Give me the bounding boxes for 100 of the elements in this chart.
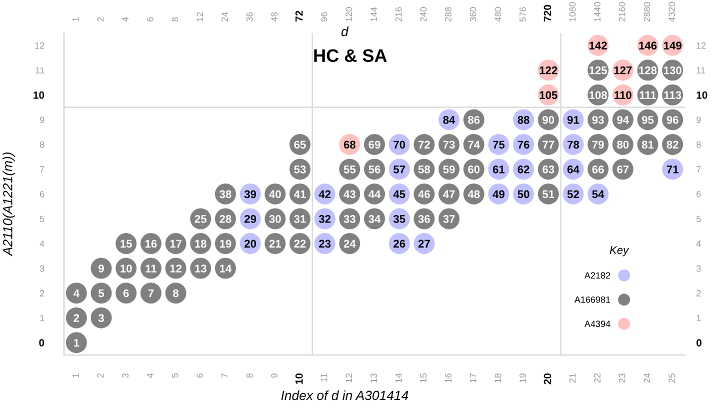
annotation: 113 (664, 91, 682, 100)
text: 480 (494, 7, 502, 22)
annotation: 146 (639, 42, 657, 50)
annotation: 130 (664, 66, 682, 74)
x-tick-label: 4 (147, 373, 154, 378)
annotation: 43 (344, 190, 356, 198)
x-tick-label: 12 (346, 374, 352, 382)
annotation: 44 (368, 190, 381, 198)
annotation: 108 (589, 91, 607, 100)
legend-label: A166981 (574, 296, 610, 303)
annotation: 73 (443, 140, 455, 149)
annotation: 19 (220, 240, 232, 248)
x-tick-label: 13 (370, 373, 377, 382)
text: 24 (221, 12, 228, 22)
annotation: 74 (468, 140, 480, 148)
annotation: 32 (318, 215, 331, 223)
annotation: 2 (74, 314, 80, 322)
annotation: 47 (443, 190, 455, 198)
x-tick-label: 5 (172, 373, 178, 378)
text: 144 (370, 7, 377, 22)
x-tick-label: 19 (520, 373, 526, 382)
y-tick-label: 7 (40, 166, 44, 172)
annotation: 16 (145, 240, 157, 248)
annotation: 15 (120, 240, 132, 248)
x-tick-label: 20 (544, 373, 552, 384)
text: 72 (295, 10, 303, 22)
annotation: 35 (393, 215, 406, 223)
annotation: 37 (443, 215, 455, 223)
annotation: 36 (418, 215, 430, 223)
x-tick-label: 14 (395, 373, 402, 382)
annotation: 91 (567, 116, 580, 124)
text: 2880 (644, 2, 650, 22)
annotation: 18 (195, 240, 206, 248)
annotation: 39 (244, 190, 256, 198)
annotation: 78 (568, 140, 580, 149)
annotation: 51 (542, 190, 554, 198)
text: 360 (470, 7, 476, 22)
x-tick-label: 22 (594, 374, 600, 383)
annotation: 48 (468, 190, 480, 198)
annotation: 76 (518, 140, 530, 149)
y-tick-label: 10 (34, 91, 44, 99)
annotation: 33 (344, 215, 356, 223)
annotation: 54 (592, 190, 604, 198)
y-tick-label: 0 (39, 339, 44, 346)
x-tick-label: 2 (97, 374, 104, 378)
x-tick-label: 23 (618, 373, 626, 383)
annotation: 59 (443, 166, 455, 174)
annotation: 149 (664, 42, 682, 50)
x-tick-label: 8 (246, 373, 253, 378)
y2-tick-label: 10 (696, 91, 708, 99)
text: 240 (420, 7, 427, 22)
annotation: 7 (148, 289, 154, 298)
y2-tick-label: 12 (696, 42, 706, 49)
annotation: 86 (468, 116, 480, 124)
x-tick-label: 7 (222, 374, 228, 378)
annotation: 68 (344, 140, 356, 149)
annotation: 57 (394, 166, 406, 174)
annotation: 63 (542, 166, 554, 174)
annotation: 31 (294, 215, 306, 223)
y-tick-label: 9 (40, 116, 44, 124)
text: 36 (246, 12, 253, 22)
annotation: 29 (244, 215, 256, 223)
x2-axis-title: d (341, 26, 349, 36)
x-tick-label: 24 (644, 373, 650, 383)
y2-tick-label: 11 (696, 67, 706, 74)
text: 1440 (594, 2, 600, 22)
text: 6 (146, 17, 154, 22)
annotation: 71 (666, 166, 678, 174)
y2-tick-label: 7 (696, 166, 701, 172)
x-tick-label: 16 (445, 373, 452, 382)
annotation: 72 (418, 140, 430, 148)
annotation: 10 (120, 264, 132, 272)
annotation: 60 (468, 166, 480, 174)
annotation: 64 (567, 166, 580, 174)
y2-tick-label: 1 (696, 314, 701, 322)
y2-tick-label: 4 (696, 240, 701, 247)
y2-tick-label: 0 (696, 339, 702, 346)
annotation: 70 (394, 140, 406, 149)
annotation: 27 (418, 240, 430, 248)
annotation: 17 (170, 240, 182, 248)
annotation: 6 (123, 289, 129, 298)
annotation: 20 (244, 240, 256, 248)
y-axis-title: A2110(A1221(m)) (2, 152, 15, 256)
annotation: 125 (589, 66, 608, 74)
y-tick-label: 1 (40, 314, 44, 322)
annotation: 26 (394, 240, 406, 248)
annotation: 52 (567, 190, 579, 198)
annotation: 41 (294, 190, 306, 198)
annotation: 42 (318, 190, 331, 198)
annotation: 24 (344, 240, 356, 248)
y2-tick-label: 5 (696, 216, 701, 222)
annotation: 95 (642, 116, 654, 124)
annotation: 122 (540, 66, 558, 74)
annotation: 9 (98, 264, 104, 272)
annotation: 105 (540, 91, 558, 100)
y2-tick-label: 3 (696, 265, 701, 272)
annotation: 22 (294, 240, 306, 248)
x-tick-label: 6 (196, 373, 204, 378)
y-tick-label: 12 (35, 42, 44, 49)
annotation: 49 (492, 190, 504, 198)
